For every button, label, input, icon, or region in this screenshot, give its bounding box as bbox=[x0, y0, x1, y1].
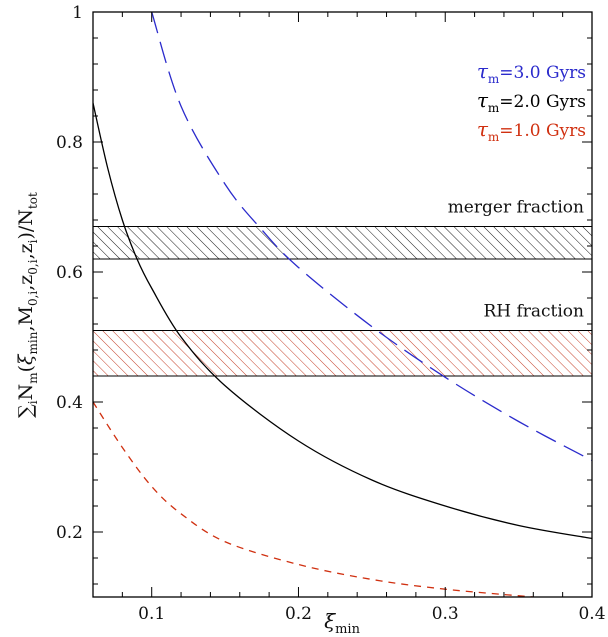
y-tick-label: 1 bbox=[72, 3, 83, 23]
x-tick-label: 0.2 bbox=[285, 604, 312, 624]
y-tick-label: 0.6 bbox=[56, 263, 83, 283]
x-axis-label: ξmin bbox=[324, 609, 361, 637]
x-tick-label: 0.1 bbox=[138, 604, 165, 624]
y-tick-label: 0.4 bbox=[56, 393, 83, 413]
band-label: RH fraction bbox=[483, 302, 584, 322]
y-tick-label: 0.2 bbox=[56, 523, 83, 543]
legend-entry: τm=1.0 Gyrs bbox=[477, 117, 586, 144]
series-line-tau-2-curve bbox=[93, 102, 592, 540]
x-tick-label: 0.3 bbox=[432, 604, 459, 624]
legend-entry: τm=3.0 Gyrs bbox=[477, 59, 586, 86]
y-tick-label: 0.8 bbox=[56, 133, 83, 153]
series-line-tau-1-curve bbox=[93, 401, 534, 597]
legend-entry: τm=2.0 Gyrs bbox=[477, 88, 586, 115]
plot-frame bbox=[92, 11, 593, 598]
band-merger-fraction bbox=[93, 226, 592, 260]
y-axis-label: ∑iNm(ξmin,M0,i,z0,i,zi)/Ntot bbox=[15, 192, 40, 418]
series-layer bbox=[93, 12, 592, 597]
bands-layer bbox=[93, 226, 592, 377]
series-line-tau-3-curve bbox=[151, 12, 592, 462]
band-rh-fraction bbox=[93, 330, 592, 377]
ticks-layer: 0.1 0.2 0.3 0.4 0.2 0.4 0.6 0.8 1 bbox=[56, 3, 606, 624]
band-label: merger fraction bbox=[448, 198, 584, 218]
x-tick-label: 0.4 bbox=[578, 604, 605, 624]
